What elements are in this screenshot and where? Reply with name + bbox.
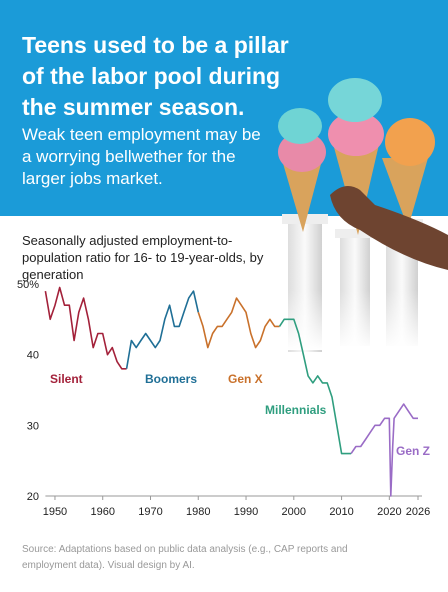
- x-tick-label: 1950: [43, 506, 67, 518]
- legend-label: Gen Z: [396, 444, 430, 458]
- plot-area: 50% 40 30 20 1950 1960 1970 1980 1990 2000 2010 202…: [17, 279, 430, 518]
- x-tick-label: 2026: [406, 506, 430, 518]
- legend-label: Silent: [50, 372, 83, 386]
- x-tick-label: 1980: [186, 506, 210, 518]
- legend-label: Millennials: [265, 403, 327, 417]
- x-tick-label: 2020: [377, 506, 401, 518]
- subheadline: Weak teen employment may be a worrying b…: [22, 125, 261, 188]
- y-tick-label: 20: [27, 491, 39, 503]
- y-tick-label: 50%: [17, 279, 39, 291]
- y-tick-label: 40: [27, 350, 39, 362]
- x-tick-label: 1970: [138, 506, 162, 518]
- headline: Teens used to be a pillar of the labor p…: [22, 32, 289, 120]
- legend-label: Boomers: [145, 372, 197, 386]
- y-tick-label: 30: [27, 420, 39, 432]
- series-line: [44, 286, 127, 370]
- chart-title: Seasonally adjusted employment-to-popula…: [22, 233, 264, 282]
- series-line: [278, 318, 352, 455]
- series-line: [197, 297, 280, 349]
- source-note: Source: Adaptations based on public data…: [22, 544, 348, 571]
- x-tick-label: 2010: [329, 506, 353, 518]
- series-line: [350, 403, 418, 497]
- legend-label: Gen X: [228, 372, 263, 386]
- x-tick-label: 2000: [282, 506, 306, 518]
- x-tick-label: 1960: [90, 506, 114, 518]
- x-tick-label: 1990: [234, 506, 258, 518]
- series-line: [125, 290, 200, 369]
